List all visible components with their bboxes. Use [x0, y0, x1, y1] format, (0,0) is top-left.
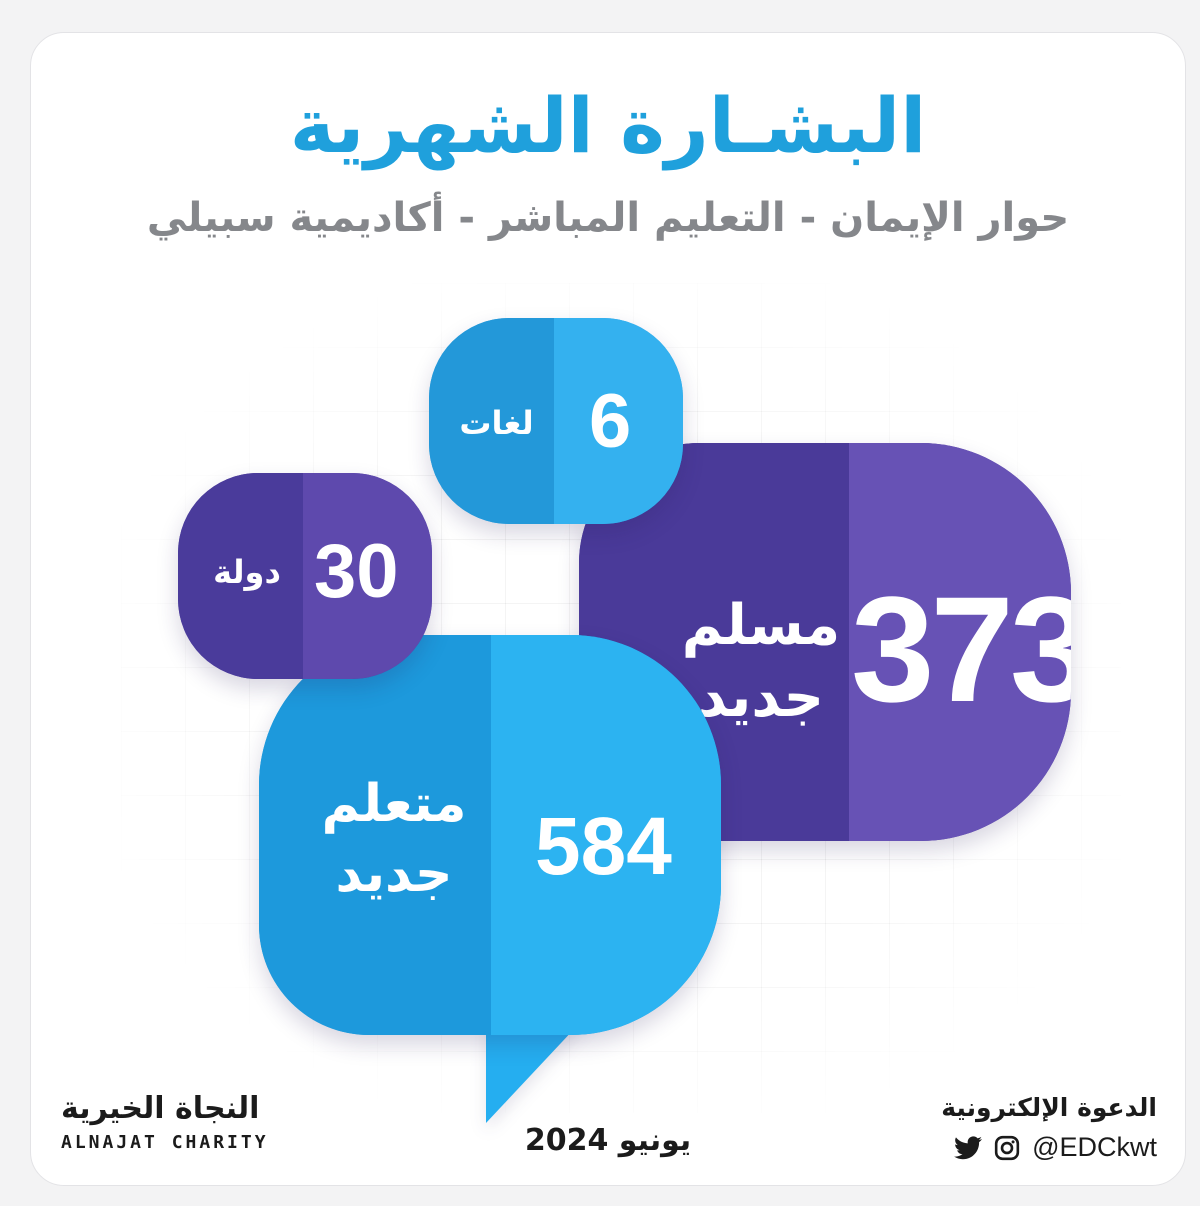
- learners-label-line1: متعلم: [299, 773, 489, 835]
- languages-count: 6: [589, 378, 631, 465]
- learners-count: 584: [535, 800, 672, 894]
- learners-stat-bubble: 584 متعلم جديد: [259, 635, 721, 1035]
- page-subtitle: حوار الإيمان - التعليم المباشر - أكاديمي…: [31, 195, 1185, 241]
- instagram-icon[interactable]: [994, 1135, 1020, 1161]
- twitter-icon[interactable]: [954, 1136, 982, 1160]
- countries-count: 30: [314, 528, 399, 615]
- learners-label-line2: جديد: [299, 843, 489, 905]
- infographic-card: البشـارة الشهرية حوار الإيمان - التعليم …: [30, 32, 1186, 1186]
- edc-name-ar: الدعوة الإلكترونية: [857, 1093, 1157, 1122]
- countries-stat-bubble: 30 دولة: [178, 473, 432, 679]
- social-row: @EDCkwt: [857, 1132, 1157, 1163]
- edc-credit: الدعوة الإلكترونية @EDCkwt: [857, 1093, 1157, 1163]
- muslims-count: 373: [851, 563, 1071, 736]
- alnajat-name-ar: النجاة الخيرية: [61, 1091, 321, 1126]
- countries-label: دولة: [192, 553, 302, 591]
- social-handle[interactable]: @EDCkwt: [1032, 1132, 1157, 1163]
- languages-stat-bubble: 6 لغات: [429, 318, 683, 524]
- languages-label: لغات: [439, 404, 554, 442]
- page-title: البشـارة الشهرية: [31, 81, 1185, 170]
